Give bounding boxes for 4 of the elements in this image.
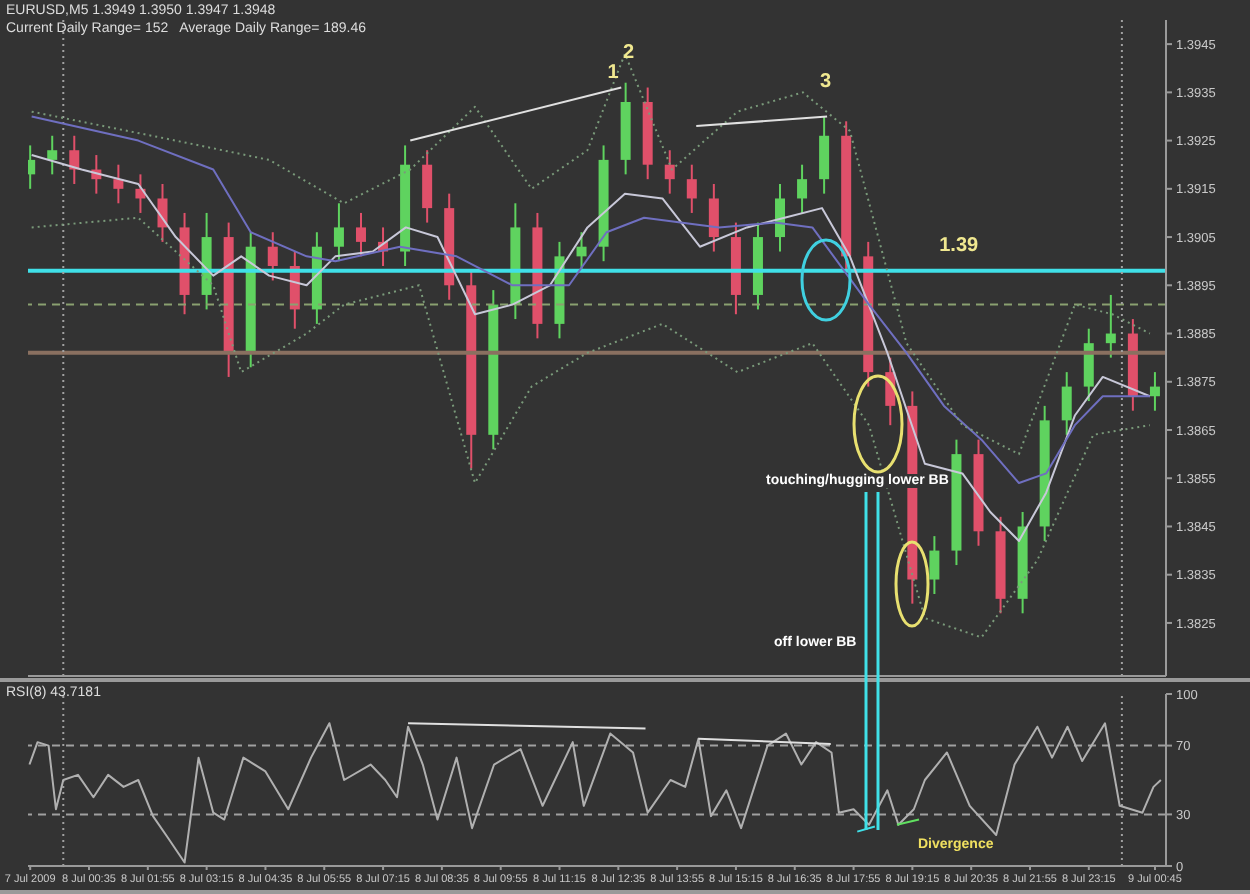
annotation: 1.39: [939, 235, 980, 258]
annotation: 2: [623, 42, 636, 65]
annotation: 3: [820, 71, 833, 94]
annotation: 1: [607, 61, 620, 84]
